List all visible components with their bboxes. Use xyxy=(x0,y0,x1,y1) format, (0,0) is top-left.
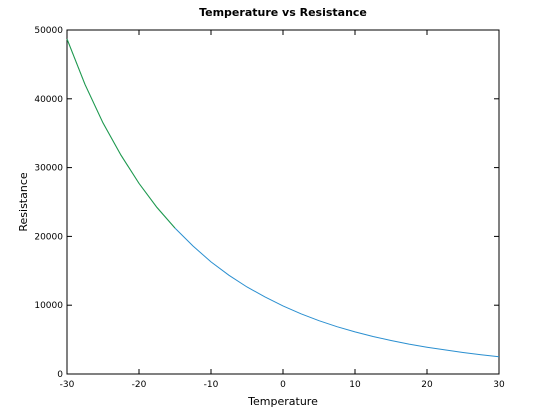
series-layer xyxy=(66,38,500,358)
y-axis-label: Resistance xyxy=(17,172,30,232)
x-tick-label: 10 xyxy=(349,380,361,390)
y-axis: 0 10000 20000 30000 40000 50000 xyxy=(34,26,499,380)
series-line xyxy=(66,38,500,358)
series-line-highlight xyxy=(66,38,176,229)
x-axis: -30 -20 -10 0 10 20 30 xyxy=(60,30,505,390)
y-tick-label: 10000 xyxy=(34,301,63,311)
x-tick-label: 30 xyxy=(493,380,505,390)
x-tick-label: -20 xyxy=(132,380,147,390)
y-tick-label: 50000 xyxy=(34,26,63,36)
y-tick-label: 20000 xyxy=(34,232,63,242)
plot-frame xyxy=(66,29,500,375)
x-axis-label: Temperature xyxy=(247,395,318,408)
x-tick-label: 0 xyxy=(280,380,286,390)
y-tick-label: 0 xyxy=(57,370,63,380)
x-tick-label: -30 xyxy=(60,380,75,390)
x-tick-label: -10 xyxy=(204,380,219,390)
y-tick-label: 30000 xyxy=(34,164,63,174)
chart-title: Temperature vs Resistance xyxy=(199,6,367,19)
x-tick-label: 20 xyxy=(421,380,433,390)
y-tick-label: 40000 xyxy=(34,95,63,105)
